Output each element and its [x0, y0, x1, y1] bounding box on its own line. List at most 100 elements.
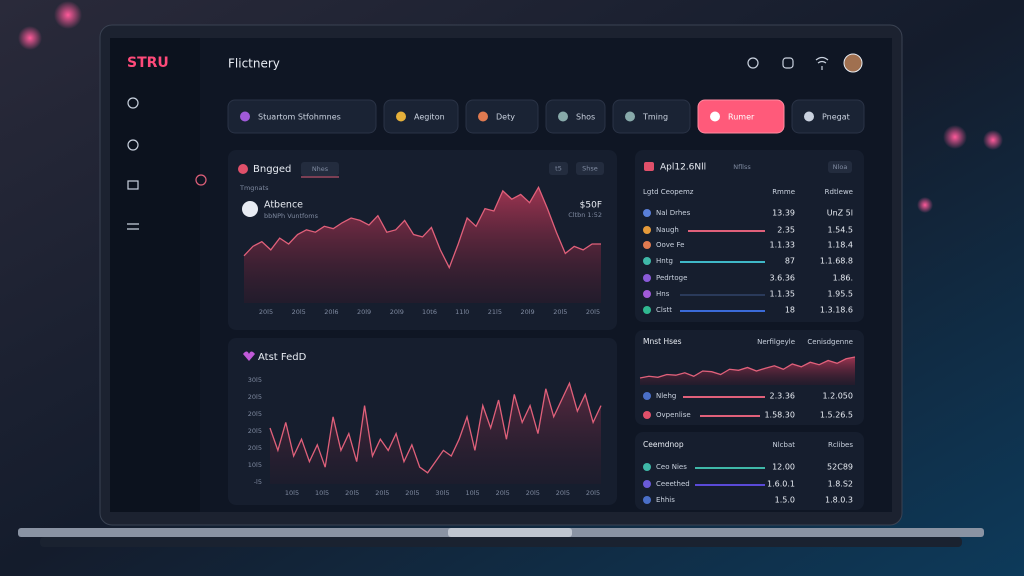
row-icon — [643, 290, 651, 298]
tab[interactable] — [465, 99, 539, 134]
y-tick-label: 10l5 — [248, 461, 262, 469]
button-label: t5 — [555, 165, 562, 173]
cell: UnZ 5l — [827, 209, 853, 218]
x-tick-label: 20l6 — [324, 308, 338, 316]
cell: Pedrtoge — [656, 274, 687, 282]
cell: 1.3.18.6 — [820, 306, 853, 315]
cell: 18 — [785, 306, 795, 315]
cell: 13.39 — [772, 209, 795, 218]
cell: 1.5.26.5 — [820, 411, 853, 420]
glow — [54, 1, 82, 29]
row-icon — [643, 241, 651, 249]
cell: 1.1.33 — [770, 241, 795, 250]
value: $50F — [580, 201, 602, 211]
nav-icon[interactable] — [127, 180, 139, 190]
button[interactable] — [549, 162, 568, 175]
tab[interactable] — [791, 99, 865, 134]
tab-icon — [625, 111, 635, 122]
x-tick-label: 20l5 — [553, 308, 567, 316]
y-tick-label: 30l5 — [248, 376, 262, 384]
x-tick-label: 20l9 — [390, 308, 404, 316]
header-icon[interactable] — [782, 57, 794, 69]
avatar[interactable] — [843, 53, 863, 73]
x-tick-label: 20l5 — [292, 308, 306, 316]
button-label: Shse — [582, 165, 598, 173]
tab-icon — [804, 111, 814, 122]
column-header: Rclibes — [828, 441, 853, 449]
tab[interactable] — [545, 99, 606, 134]
column-header: Nerfilgeyle — [757, 338, 795, 346]
tab-icon — [710, 111, 720, 122]
row-icon — [643, 306, 651, 314]
tab-icon — [240, 111, 250, 122]
row-icon — [643, 257, 651, 265]
x-tick-label: 20l5 — [405, 489, 419, 497]
cell: 1.8.0.3 — [825, 496, 853, 505]
nav-icon[interactable] — [127, 223, 139, 230]
x-tick-label: 20l5 — [375, 489, 389, 497]
y-tick-label: -l5 — [254, 478, 262, 486]
cell: 1.18.4 — [828, 241, 853, 250]
area — [640, 357, 855, 385]
panel-title: Ceemdnop — [643, 440, 684, 449]
progress-bars — [680, 230, 765, 486]
cell: Ceo Nies — [656, 463, 687, 471]
x-tick-label: 20l5 — [345, 489, 359, 497]
tab-icon — [558, 111, 568, 122]
laptop-notch — [448, 528, 572, 537]
cell: Ovpenlise — [656, 411, 691, 419]
column-header: Rmme — [772, 188, 795, 196]
tab-label: Stuartom Stfohmnes — [258, 113, 341, 122]
column-header: Rdtlewe — [825, 188, 853, 196]
nav-icon[interactable] — [127, 97, 139, 109]
x-tick-label: 10l5 — [285, 489, 299, 497]
cell: 1.58.30 — [764, 411, 795, 420]
button[interactable] — [828, 161, 852, 173]
cell: Hntg — [656, 257, 673, 265]
header-icon[interactable] — [815, 56, 829, 71]
row-icon — [643, 496, 651, 504]
line — [639, 356, 856, 379]
tab[interactable] — [697, 99, 785, 134]
y-tick-label: 20l5 — [248, 444, 262, 452]
header-icon[interactable] — [747, 57, 759, 69]
x-tick-label: 20l9 — [520, 308, 534, 316]
tab-label: Shos — [576, 113, 595, 122]
x-tick-label: 20l5 — [259, 308, 273, 316]
glow — [943, 125, 967, 149]
panel-title: Atst FedD — [258, 352, 307, 363]
x-tick-label: 20l5 — [556, 489, 570, 497]
panel-icon — [243, 351, 255, 361]
cell: 1.54.5 — [828, 226, 853, 235]
glow — [18, 26, 42, 50]
cell: Ehhis — [656, 496, 675, 504]
x-tick-label: 10l5 — [315, 489, 329, 497]
chip[interactable] — [301, 162, 339, 176]
row-icon — [643, 411, 651, 419]
row-icon — [643, 274, 651, 282]
panel-title: Bngged — [253, 164, 291, 175]
cell: 1.1.35 — [770, 290, 795, 299]
cell: 3.6.36 — [770, 274, 795, 283]
panel — [635, 150, 864, 322]
button[interactable] — [576, 162, 604, 175]
tab[interactable] — [383, 99, 459, 134]
line — [243, 185, 601, 270]
user-sub: bbNPh Vuntfoms — [264, 212, 319, 220]
tab-icon — [478, 111, 488, 122]
y-tick-label: 20l5 — [248, 393, 262, 401]
cell: Nlehg — [656, 392, 676, 400]
cell: 1.1.68.8 — [820, 257, 853, 266]
nav-icon[interactable] — [195, 174, 207, 186]
cell: 2.3.36 — [770, 392, 795, 401]
x-tick-label: 10l5 — [465, 489, 479, 497]
x-tick-label: 11l0 — [455, 308, 469, 316]
cell: Hns — [656, 290, 670, 298]
tab[interactable] — [227, 99, 377, 134]
user-name: Atbence — [264, 200, 303, 211]
y-tick-label: 20l5 — [248, 427, 262, 435]
tab[interactable] — [612, 99, 691, 134]
x-tick-label: 20l9 — [357, 308, 371, 316]
glow — [917, 197, 933, 213]
nav-icon[interactable] — [127, 139, 139, 151]
